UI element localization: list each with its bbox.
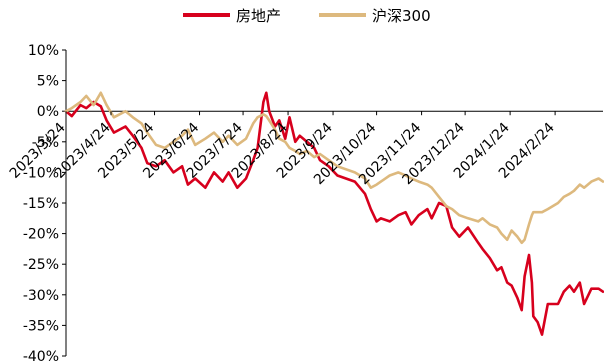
y-tick-label: -35% (23, 318, 59, 334)
y-tick-label: -40% (23, 349, 59, 364)
y-tick-label: -30% (23, 288, 59, 304)
y-tick-label: -20% (23, 227, 59, 243)
y-tick-label: -10% (23, 165, 59, 181)
y-tick-label: 5% (37, 74, 59, 90)
legend-label-hushen300: 沪深300 (372, 7, 431, 25)
y-tick-label: 0% (37, 104, 59, 120)
series-line-hushen300 (64, 91, 604, 245)
y-tick-label: 10% (28, 43, 59, 59)
x-axis-tick-labels: 2023/3/242023/4/242023/5/242023/6/242023… (7, 111, 558, 188)
legend-label-fangdichan: 房地产 (236, 7, 281, 25)
y-tick-label: -25% (23, 257, 59, 273)
legend: 房地产 沪深300 (183, 7, 431, 25)
series-line-fangdichan (64, 91, 604, 336)
y-tick-label: -5% (32, 135, 59, 151)
y-tick-label: -15% (23, 196, 59, 212)
y-axis: 10% 5% 0% -5% -10% -15% -20% -25% -30% -35% -40% (23, 43, 67, 364)
series-lines (64, 91, 604, 336)
